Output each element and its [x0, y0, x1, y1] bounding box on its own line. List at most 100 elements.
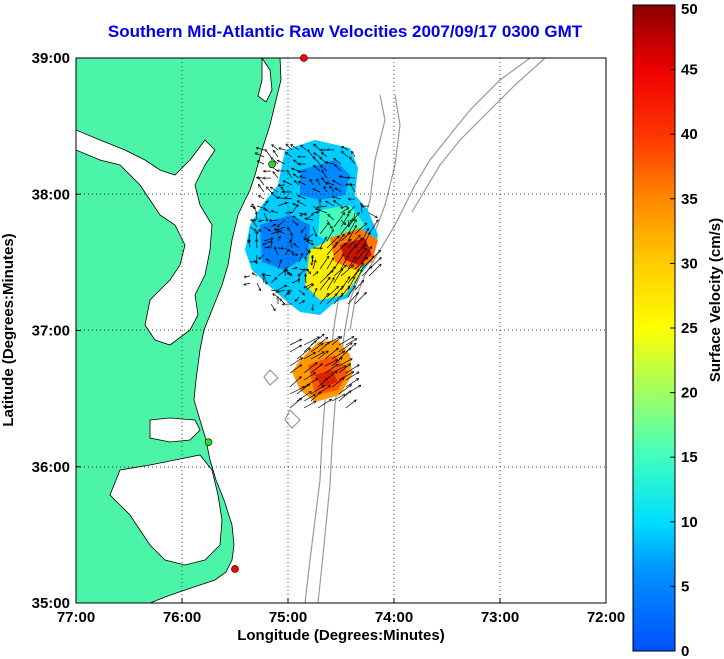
velocity-arrow	[326, 162, 335, 165]
y-axis-label: Latitude (Degrees:Minutes)	[0, 233, 17, 426]
velocity-arrow	[333, 213, 345, 228]
velocity-arrow	[304, 282, 314, 288]
velocity-arrow	[345, 365, 359, 374]
velocity-arrow	[333, 254, 344, 270]
velocity-arrow	[271, 187, 279, 193]
velocity-arrow	[305, 251, 310, 256]
velocity-arrow	[340, 286, 349, 298]
velocity-arrow	[340, 256, 348, 270]
velocity-arrow	[310, 386, 324, 395]
velocity-arrow	[319, 210, 328, 214]
colorbar-tick-label: 10	[681, 514, 698, 531]
velocity-arrow	[314, 153, 321, 158]
velocity-arrow	[314, 144, 321, 151]
velocity-arrow	[279, 148, 286, 151]
velocity-arrow	[338, 337, 354, 346]
velocity-arrow	[310, 180, 314, 186]
velocity-arrow	[340, 233, 350, 242]
velocity-arrow	[312, 272, 318, 277]
velocity-arrow	[338, 385, 351, 395]
velocity-arrow	[340, 176, 349, 179]
velocity-arrow	[277, 285, 286, 291]
colorbar-tick-label: 35	[681, 191, 698, 208]
velocity-arrow	[288, 289, 293, 294]
velocity-arrow	[322, 171, 328, 179]
velocity-arrow	[312, 289, 317, 298]
velocity-arrow	[313, 157, 321, 165]
velocity-arrow	[326, 278, 334, 291]
velocity-arrow	[278, 219, 286, 226]
velocity-arrow	[310, 364, 322, 374]
velocity-arrow	[289, 377, 301, 388]
velocity-arrow	[326, 267, 335, 277]
velocity-arrow	[256, 282, 260, 290]
velocity-arrow	[319, 294, 329, 305]
velocity-arrow	[303, 401, 316, 409]
velocity-arrow	[319, 223, 329, 235]
y-tick-label: 35:00	[32, 595, 70, 612]
velocity-arrow	[335, 165, 342, 172]
velocity-arrow	[303, 337, 319, 346]
velocity-arrow	[312, 226, 316, 236]
velocity-arrow	[300, 212, 307, 216]
velocity-arrow	[348, 219, 349, 226]
velocity-arrow	[345, 343, 356, 353]
velocity-arrow	[263, 201, 268, 207]
velocity-arrow	[345, 400, 356, 409]
velocity-arrow	[319, 271, 333, 284]
velocity-arrow	[352, 152, 356, 158]
velocity-arrow	[259, 196, 265, 200]
velocity-arrow	[347, 235, 360, 249]
velocity-arrow	[294, 174, 300, 179]
velocity-arrow	[317, 378, 328, 388]
velocity-arrow	[340, 265, 353, 277]
velocity-arrow	[258, 177, 265, 186]
velocity-arrow	[333, 293, 343, 305]
velocity-arrow	[278, 197, 286, 200]
velocity-arrow	[327, 183, 335, 186]
velocity-arrow	[354, 238, 362, 249]
velocity-arrow	[263, 247, 270, 248]
velocity-arrow	[350, 157, 356, 165]
velocity-arrow	[291, 205, 298, 214]
x-axis-ticks: 77:00 76:00 75:00 74:00 73:00 72:00	[57, 598, 625, 626]
velocity-arrow	[361, 233, 370, 249]
velocity-arrow	[303, 353, 315, 360]
radar-station-marker	[268, 160, 276, 169]
velocity-arrow	[270, 224, 275, 228]
velocity-arrow	[333, 265, 346, 277]
velocity-arrow	[331, 394, 345, 402]
radar-station-marker	[204, 438, 213, 447]
velocity-arrow	[277, 236, 280, 242]
velocity-arrow	[330, 186, 335, 193]
velocity-arrow	[333, 286, 343, 298]
velocity-arrow	[274, 151, 279, 158]
velocity-arrow	[340, 208, 348, 214]
velocity-arrow	[265, 209, 272, 214]
velocity-arrow	[275, 247, 279, 256]
velocity-arrow	[278, 160, 286, 165]
y-tick-label: 38:00	[32, 186, 70, 203]
velocity-arrow	[317, 386, 330, 395]
velocity-arrow	[340, 220, 352, 235]
velocity-arrow	[263, 240, 272, 245]
velocity-arrow	[345, 339, 357, 346]
colorbar-tick-label: 15	[681, 449, 698, 466]
velocity-arrow	[338, 359, 352, 367]
velocity-arrow	[338, 364, 350, 374]
velocity-arrow	[256, 240, 257, 249]
velocity-arrow	[295, 296, 300, 301]
velocity-arrow	[368, 258, 381, 270]
velocity-arrow	[290, 240, 293, 249]
x-tick-label: 77:00	[57, 609, 95, 626]
velocity-arrow	[347, 220, 356, 235]
velocity-arrow	[317, 179, 321, 186]
velocity-arrow	[326, 258, 334, 270]
velocity-arrow	[317, 205, 328, 207]
velocity-arrow	[347, 277, 355, 291]
velocity-arrow	[347, 293, 358, 305]
velocity-arrow	[277, 226, 286, 230]
velocity-arrow	[296, 349, 310, 360]
velocity-arrow	[340, 277, 350, 291]
velocity-arrow	[368, 250, 380, 263]
